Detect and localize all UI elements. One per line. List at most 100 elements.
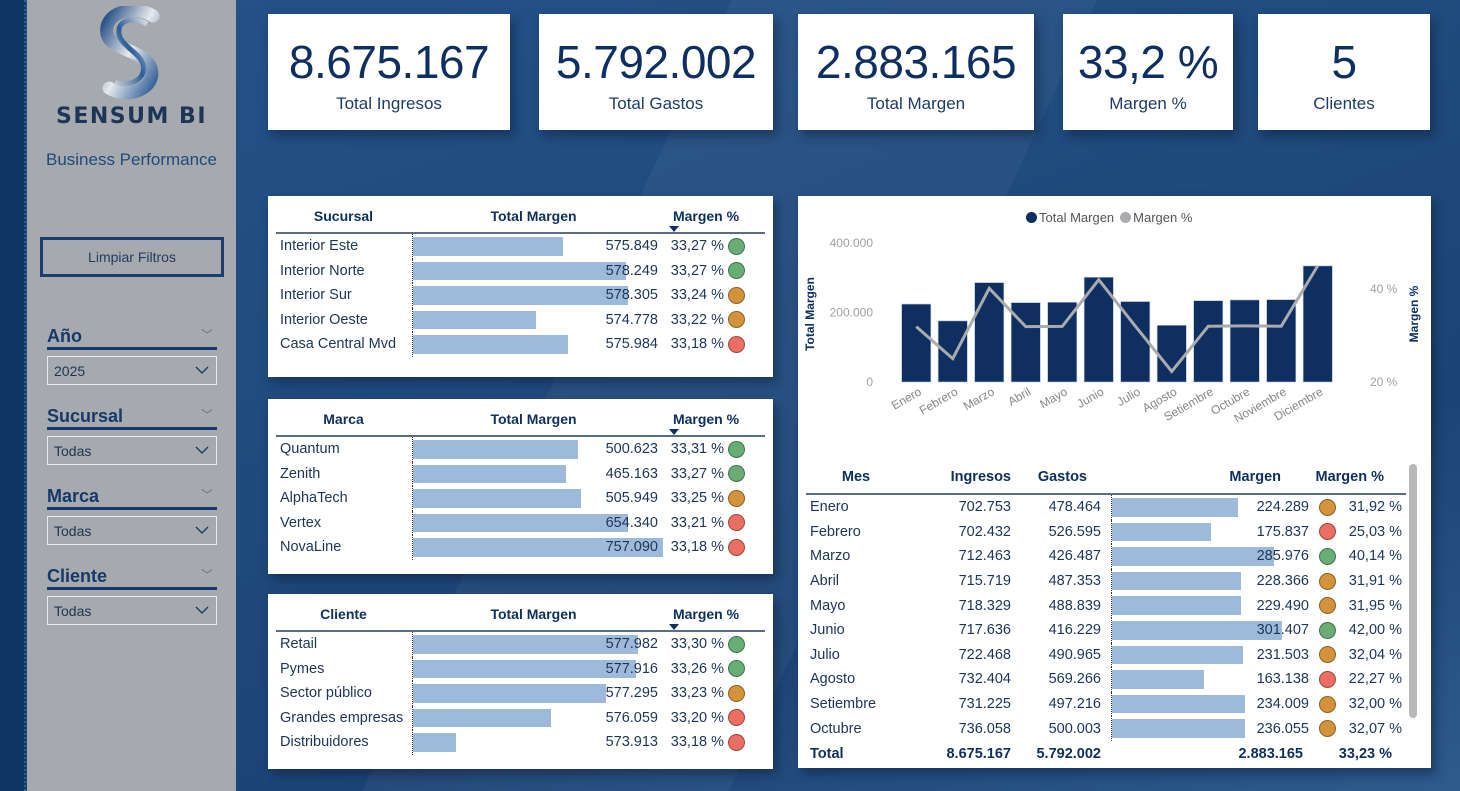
margen-pct-value: 33,18 %	[670, 539, 724, 556]
margen-pct-value: 33,24 %	[670, 287, 724, 304]
filter-marca-title[interactable]: Marca ﹀	[47, 486, 217, 510]
legend-item-total-margen[interactable]: Total Margen	[1026, 210, 1114, 225]
col-header-total-margen[interactable]: Total Margen	[490, 208, 577, 224]
table-row[interactable]: NovaLine 757.090 33,18 %	[276, 535, 765, 560]
filter-sucursal-label: Sucursal	[47, 406, 124, 426]
ingresos-cell: 722.468	[958, 646, 1011, 663]
col-header-margen-pct[interactable]: Margen %	[672, 208, 740, 224]
status-mid-icon	[728, 286, 745, 304]
table-row[interactable]: Marzo 712.463 426.487 285.976 40,14 %	[806, 544, 1406, 569]
sucursal-table: Sucursal Total Margen Margen % Interior Est…	[276, 204, 765, 357]
chevron-down-icon	[195, 366, 209, 374]
table-row[interactable]: Abril 715.719 487.353 228.366 31,91 %	[806, 568, 1406, 594]
table-row[interactable]: Mayo 718.329 488.839 229.490 31,95 %	[806, 593, 1406, 618]
table-row[interactable]: Agosto 732.404 569.266 163.138 22,27 %	[806, 667, 1406, 692]
table-header: Sucursal Total Margen Margen %	[276, 204, 765, 234]
total-margen-cell: 654.340	[412, 510, 662, 535]
table-row[interactable]: Interior Norte 578.249 33,27 %	[276, 258, 765, 283]
margen-pct-value: 33,20 %	[670, 709, 724, 726]
table-row[interactable]: Febrero 702.432 526.595 175.837 25,03 %	[806, 519, 1406, 545]
table-row[interactable]: AlphaTech 505.949 33,25 %	[276, 486, 765, 511]
table-row[interactable]: Pymes 577.916 33,26 %	[276, 656, 765, 681]
status-mid-icon	[1319, 695, 1336, 713]
total-margen-cell: 578.249	[412, 258, 662, 283]
filter-year-title[interactable]: Año ﹀	[47, 326, 217, 350]
total-margen-value: 577.982	[605, 636, 658, 653]
bar-setiembre	[1193, 300, 1224, 383]
y-tick-label: 0	[866, 375, 873, 389]
bar-enero	[901, 303, 932, 383]
filter-sucursal-title[interactable]: Sucursal ﹀	[47, 406, 217, 430]
filter-year-dropdown[interactable]: 2025	[47, 356, 217, 385]
kpi-total-ingresos: 8.675.167 Total Ingresos	[268, 14, 510, 130]
margen-pct-cell: 40,14 %	[1348, 548, 1402, 565]
month-table-scrollbar[interactable]	[1409, 464, 1417, 718]
chevron-down-icon[interactable]: ﹀	[200, 408, 213, 422]
month-table-body: Enero 702.753 478.464 224.289 31,92 % Febrero…	[806, 495, 1406, 741]
col-header-name[interactable]: Marca	[323, 411, 364, 427]
status-good-icon	[728, 440, 745, 458]
clear-filters-button[interactable]: Limpiar Filtros	[40, 237, 224, 277]
table-row[interactable]: Vertex 654.340 33,21 %	[276, 510, 765, 535]
col-header-gastos[interactable]: Gastos	[1037, 468, 1087, 485]
legend-item-margen-pct[interactable]: Margen %	[1120, 210, 1192, 225]
table-row[interactable]: Grandes empresas 576.059 33,20 %	[276, 705, 765, 730]
table-row[interactable]: Enero 702.753 478.464 224.289 31,92 %	[806, 495, 1406, 520]
table-row[interactable]: Interior Sur 578.305 33,24 %	[276, 283, 765, 308]
col-header-margen[interactable]: Margen	[1229, 468, 1281, 485]
col-header-name[interactable]: Cliente	[320, 606, 367, 622]
ingresos-cell: 736.058	[958, 720, 1011, 737]
table-row[interactable]: Octubre 736.058 500.003 236.055 32,07 %	[806, 716, 1406, 741]
bar-junio	[1083, 276, 1114, 383]
data-bar	[413, 261, 626, 280]
kpi-label: Total Gastos	[608, 94, 704, 113]
margen-pct-value: 33,31 %	[670, 441, 724, 458]
kpi-label: Total Ingresos	[336, 94, 442, 113]
table-row[interactable]: Interior Oeste 574.778 33,22 %	[276, 307, 765, 332]
status-good-icon	[728, 465, 745, 483]
status-good-icon	[728, 635, 745, 653]
table-row[interactable]: Setiembre 731.225 497.216 234.009 32,00 %	[806, 691, 1406, 717]
col-header-margen-pct[interactable]: Margen %	[672, 411, 740, 427]
marca-table: Marca Total Margen Margen % Quantum 500.623 3…	[276, 407, 765, 560]
chevron-down-icon[interactable]: ﹀	[200, 488, 213, 502]
chevron-down-icon[interactable]: ﹀	[200, 568, 213, 582]
col-header-total-margen[interactable]: Total Margen	[490, 411, 577, 427]
chevron-down-icon[interactable]: ﹀	[200, 328, 213, 342]
filter-cliente-title[interactable]: Cliente ﹀	[47, 566, 217, 590]
table-row[interactable]: Interior Este 575.849 33,27 %	[276, 234, 765, 259]
filter-marca-dropdown[interactable]: Todas	[47, 516, 217, 545]
total-margen-cell: 575.984	[412, 332, 662, 357]
gastos-cell: 569.266	[1048, 671, 1101, 688]
x-tick-label: Marzo	[961, 384, 997, 413]
col-header-mes[interactable]: Mes	[841, 468, 871, 485]
table-row[interactable]: Casa Central Mvd 575.984 33,18 %	[276, 332, 765, 357]
table-row[interactable]: Sector público 577.295 33,23 %	[276, 681, 765, 706]
status-bad-icon	[728, 733, 745, 751]
filter-cliente-dropdown[interactable]: Todas	[47, 596, 217, 625]
total-margen-value: 576.059	[605, 709, 658, 726]
col-header-margen-pct[interactable]: Margen %	[1315, 468, 1385, 485]
table-row[interactable]: Retail 577.982 33,30 %	[276, 632, 765, 657]
ingresos-cell: 718.329	[958, 597, 1011, 614]
col-header-ingresos[interactable]: Ingresos	[950, 468, 1011, 485]
table-row[interactable]: Quantum 500.623 33,31 %	[276, 437, 765, 462]
margen-pct-value: 33,23 %	[670, 685, 724, 702]
row-name: AlphaTech	[280, 490, 348, 507]
legend-label: Total Margen	[1039, 210, 1115, 225]
kpi-label: Clientes	[1313, 94, 1375, 113]
filter-sucursal-dropdown[interactable]: Todas	[47, 436, 217, 465]
table-row[interactable]: Junio 717.636 416.229 301.407 42,00 %	[806, 617, 1406, 643]
col-header-name[interactable]: Sucursal	[313, 208, 374, 224]
col-header-total-margen[interactable]: Total Margen	[490, 606, 577, 622]
mes-cell: Marzo	[810, 548, 851, 565]
bar-diciembre	[1302, 265, 1333, 383]
col-header-margen-pct[interactable]: Margen %	[672, 606, 740, 622]
y-axis-title: Total Margen	[803, 277, 817, 351]
table-row[interactable]: Distribuidores 573.913 33,18 %	[276, 730, 765, 755]
margen-pct-cell: 32,04 %	[1348, 646, 1402, 663]
bar-mayo	[1047, 301, 1078, 383]
table-row[interactable]: Zenith 465.163 33,27 %	[276, 461, 765, 486]
table-row[interactable]: Julio 722.468 490.965 231.503 32,04 %	[806, 642, 1406, 668]
mes-cell: Abril	[810, 573, 840, 590]
